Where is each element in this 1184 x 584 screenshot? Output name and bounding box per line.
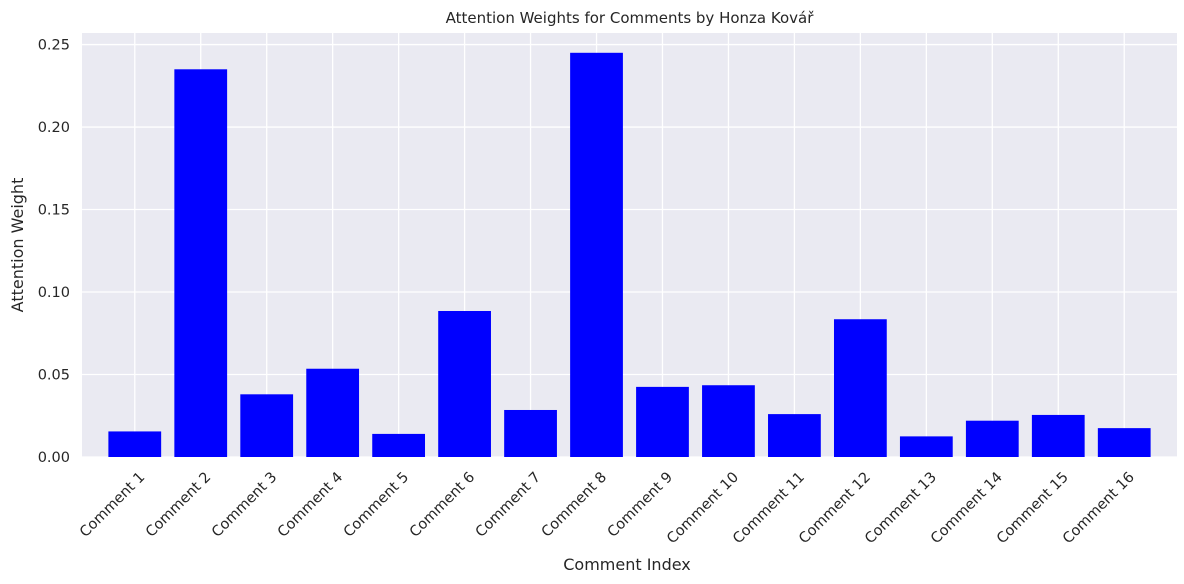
bar [372, 433, 426, 457]
x-tick-label: Comment 5 [341, 469, 412, 540]
bar [965, 420, 1019, 457]
bar [306, 368, 360, 457]
plot-area [82, 33, 1177, 457]
bar [702, 385, 755, 457]
bar [1097, 428, 1151, 457]
bar [1031, 414, 1085, 457]
bar [240, 394, 294, 457]
chart-title: Attention Weights for Comments by Honza … [446, 9, 815, 27]
bar [833, 319, 887, 457]
bar [438, 310, 491, 457]
y-tick-label: 0.20 [38, 120, 70, 136]
y-tick-label: 0.15 [38, 203, 70, 219]
x-tick-label: Comment 16 [1060, 469, 1138, 547]
x-tick-label: Comment 8 [539, 469, 610, 540]
bar [570, 52, 623, 457]
bar [174, 69, 228, 458]
bar [768, 414, 821, 457]
bar [899, 436, 953, 457]
x-axis-label: Comment Index [563, 555, 691, 574]
bar [636, 386, 689, 457]
y-tick-label: 0.00 [38, 450, 70, 466]
x-tick-label: Comment 4 [275, 469, 346, 540]
y-tick-label: 0.05 [38, 368, 70, 384]
x-tick-label: Comment 1 [77, 469, 148, 540]
y-axis-label: Attention Weight [8, 178, 27, 313]
y-tick-label: 0.25 [38, 38, 70, 54]
x-tick-label: Comment 3 [209, 469, 280, 540]
bar [108, 431, 162, 457]
y-tick-label: 0.10 [38, 285, 70, 301]
x-tick-label: Comment 6 [407, 469, 478, 540]
x-tick-label: Comment 7 [473, 469, 544, 540]
y-axis-ticks: 0.00 0.05 0.10 0.15 0.20 0.25 [38, 38, 70, 466]
x-tick-label: Comment 2 [143, 469, 214, 540]
x-tick-label: Comment 9 [605, 469, 676, 540]
bar [504, 409, 557, 457]
bars [108, 52, 1151, 458]
